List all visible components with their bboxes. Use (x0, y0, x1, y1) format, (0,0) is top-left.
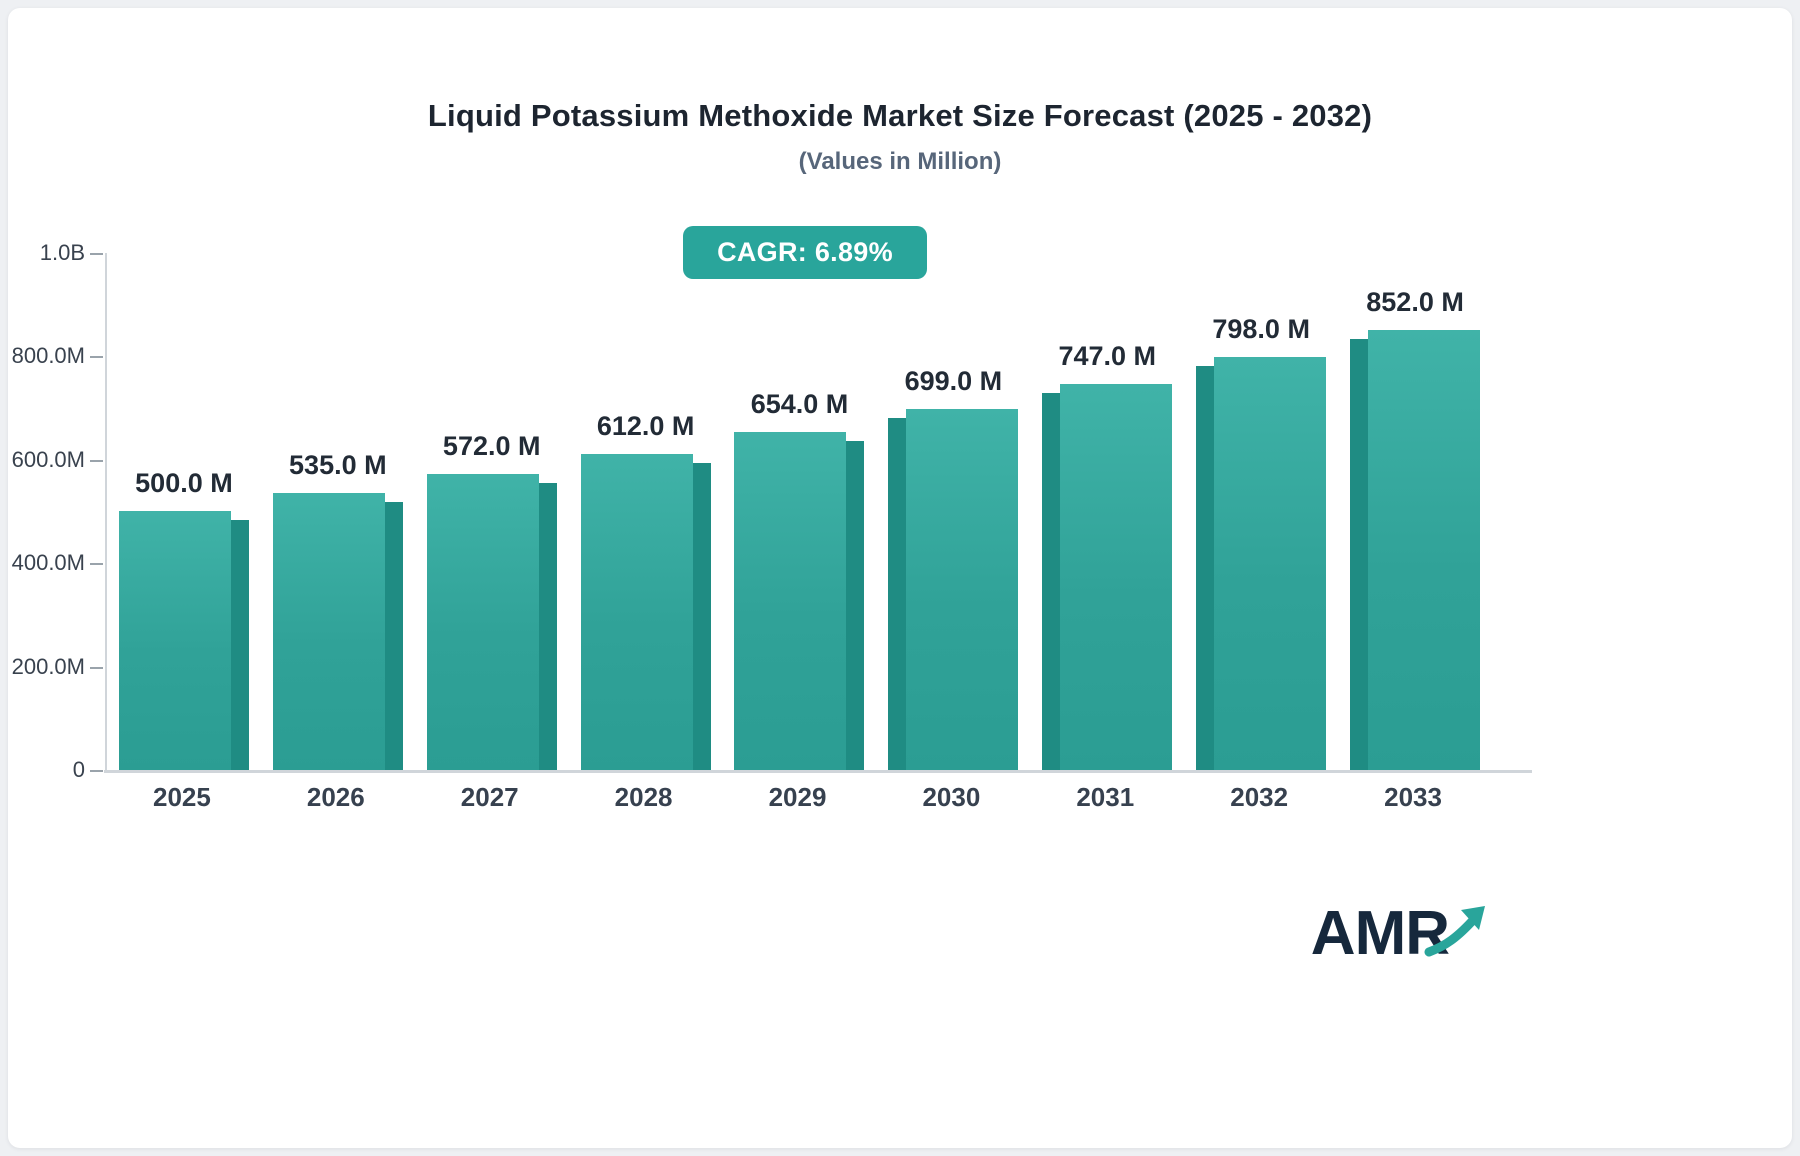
bar-2026 (272, 493, 385, 770)
bar-side-2026 (384, 502, 403, 770)
bar-side-2029 (846, 441, 865, 770)
bar-side-2032 (1196, 366, 1215, 770)
y-tick-mark (90, 459, 103, 462)
bar-group-2031: 747.0 M (1042, 253, 1173, 770)
y-tick-mark (90, 253, 103, 255)
bar-value-2027: 572.0 M (442, 431, 541, 461)
bar-value-2026: 535.0 M (289, 450, 387, 480)
bar-group-2025: 500.0 M (118, 253, 249, 770)
amr-logo-text: AMR (1310, 899, 1450, 968)
x-tick-2025: 2025 (153, 782, 211, 812)
y-tick-600.0M: 600.0M (11, 447, 107, 473)
bar-2029 (734, 432, 847, 770)
bar-2027 (426, 474, 539, 770)
bar-group-2032: 798.0 M (1196, 253, 1327, 770)
bar-group-2033: 852.0 M (1350, 253, 1481, 770)
bar-2032 (1214, 357, 1327, 770)
bar-side-2027 (538, 483, 557, 770)
x-tick-2026: 2026 (306, 782, 365, 812)
chart-title: Liquid Potassium Methoxide Market Size F… (427, 98, 1373, 133)
bar-slot-2029: 654.0 M (723, 253, 877, 770)
bar-group-2028: 612.0 M (580, 253, 711, 770)
bar-value-2032: 798.0 M (1212, 314, 1310, 344)
x-axis-line (104, 770, 1532, 773)
bar-value-2025: 500.0 M (135, 468, 233, 498)
bar-slot-2028: 612.0 M (569, 253, 723, 770)
chart-subtitle: (Values in Million) (798, 148, 1002, 175)
bar-value-2029: 654.0 M (750, 389, 849, 419)
bar-side-2025 (230, 520, 249, 770)
bar-slot-2026: 535.0 M (261, 253, 415, 770)
bar-2028 (580, 454, 693, 770)
bar-slot-2032: 798.0 M (1184, 253, 1338, 770)
y-tick-mark (90, 666, 103, 669)
y-tick-800.0M: 800.0M (11, 343, 107, 369)
bar-group-2029: 654.0 M (734, 253, 865, 770)
plot-area: 0 200.0M 400.0M 600.0M 800.0M 1.0B 500.0 M 535.… (12, 240, 1492, 782)
bar-2031 (1060, 384, 1173, 770)
bar-slot-2027: 572.0 M (415, 253, 569, 770)
bar-value-2030: 699.0 M (904, 366, 1003, 396)
bar-side-2031 (1042, 393, 1061, 770)
bar-side-2030 (888, 418, 907, 770)
bar-2033 (1368, 330, 1481, 770)
y-tick-mark (90, 356, 103, 359)
bar-side-2028 (692, 463, 711, 770)
y-tick-mark (90, 563, 103, 566)
bar-slot-2030: 699.0 M (876, 253, 1030, 770)
bar-value-2028: 612.0 M (596, 411, 695, 441)
y-tick-0: 0 (11, 757, 107, 783)
bar-group-2026: 535.0 M (272, 253, 403, 770)
x-tick-2028: 2028 (614, 782, 673, 812)
amr-logo-arrow-icon (1424, 905, 1485, 956)
x-tick-2031: 2031 (1076, 782, 1135, 812)
bar-group-2027: 572.0 M (426, 253, 557, 770)
x-tick-2033: 2033 (1384, 782, 1442, 812)
bar-side-2033 (1350, 339, 1369, 770)
bar-2025 (118, 511, 231, 770)
bar-slot-2025: 500.0 M (107, 253, 261, 770)
bar-value-2033: 852.0 M (1366, 287, 1464, 317)
bar-slot-2033: 852.0 M (1338, 253, 1492, 770)
cagr-badge: CAGR: 6.89% (683, 226, 927, 279)
bar-2030 (906, 409, 1019, 770)
x-tick-2027: 2027 (460, 782, 519, 812)
bar-value-2031: 747.0 M (1058, 341, 1157, 371)
x-tick-2030: 2030 (922, 782, 981, 812)
bar-slot-2031: 747.0 M (1030, 253, 1184, 770)
x-tick-2032: 2032 (1230, 782, 1289, 812)
y-tick-mark (90, 770, 103, 772)
y-tick-200.0M: 200.0M (11, 654, 107, 680)
bar-group-2030: 699.0 M (888, 253, 1019, 770)
x-tick-2029: 2029 (768, 782, 827, 812)
amr-logo: AMR (1311, 898, 1495, 969)
y-tick-1.0B: 1.0B (11, 240, 107, 266)
y-tick-400.0M: 400.0M (11, 550, 107, 576)
